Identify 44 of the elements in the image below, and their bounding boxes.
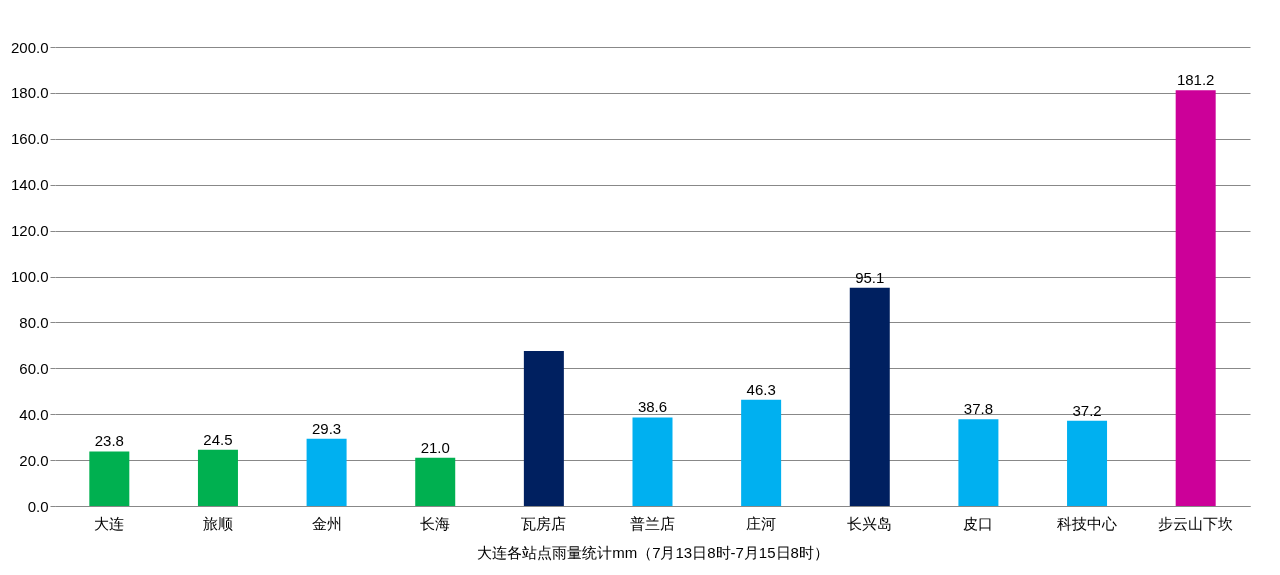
y-tick-label: 0.0 [27, 497, 49, 515]
bar [849, 287, 890, 506]
data-label: 24.5 [203, 430, 233, 448]
bar [523, 351, 564, 506]
y-tick-label: 40.0 [19, 405, 49, 423]
data-label: 46.3 [746, 380, 776, 398]
y-tick-label: 140.0 [10, 176, 49, 194]
bar [89, 451, 130, 506]
bar [1175, 90, 1216, 506]
x-tick-label: 科技中心 [1057, 514, 1118, 532]
y-tick-label: 80.0 [19, 313, 49, 331]
bar [958, 419, 999, 506]
data-label: 38.6 [637, 398, 668, 416]
x-tick-label: 瓦房店 [521, 514, 567, 532]
x-tick-label: 普兰店 [630, 514, 675, 532]
y-tick-label: 60.0 [19, 359, 49, 377]
bar [306, 438, 347, 506]
bar [741, 399, 782, 506]
bar [415, 457, 456, 506]
data-label: 95.1 [855, 268, 885, 286]
data-label: 29.3 [311, 419, 342, 437]
x-tick-label: 旅顺 [202, 514, 233, 532]
x-tick-label: 金州 [311, 514, 342, 532]
y-tick-label: 20.0 [19, 451, 49, 469]
data-label: 37.2 [1072, 401, 1102, 419]
y-tick-label: 120.0 [10, 222, 49, 240]
x-tick-label: 长海 [420, 514, 451, 532]
y-tick-label: 180.0 [10, 84, 49, 102]
data-label: 181.2 [1176, 71, 1215, 89]
bar [632, 417, 673, 506]
bar [1067, 420, 1108, 506]
x-axis-title: 大连各站点雨量统计mm（7月13日8时-7月15日8时） [477, 543, 829, 561]
y-tick-label: 100.0 [10, 268, 49, 285]
x-tick-label: 大连 [94, 514, 125, 532]
data-label: 21.0 [420, 438, 450, 456]
y-tick-label: 200.0 [10, 38, 49, 56]
bar [197, 449, 238, 506]
y-tick-label: 160.0 [10, 130, 49, 148]
x-tick-label: 步云山下坎 [1158, 514, 1234, 532]
x-tick-label: 长兴岛 [847, 514, 893, 532]
data-label: 37.8 [963, 400, 994, 418]
x-tick-label: 庄河 [746, 514, 777, 532]
data-label: 23.8 [94, 432, 124, 450]
x-tick-label: 皮口 [963, 514, 994, 532]
